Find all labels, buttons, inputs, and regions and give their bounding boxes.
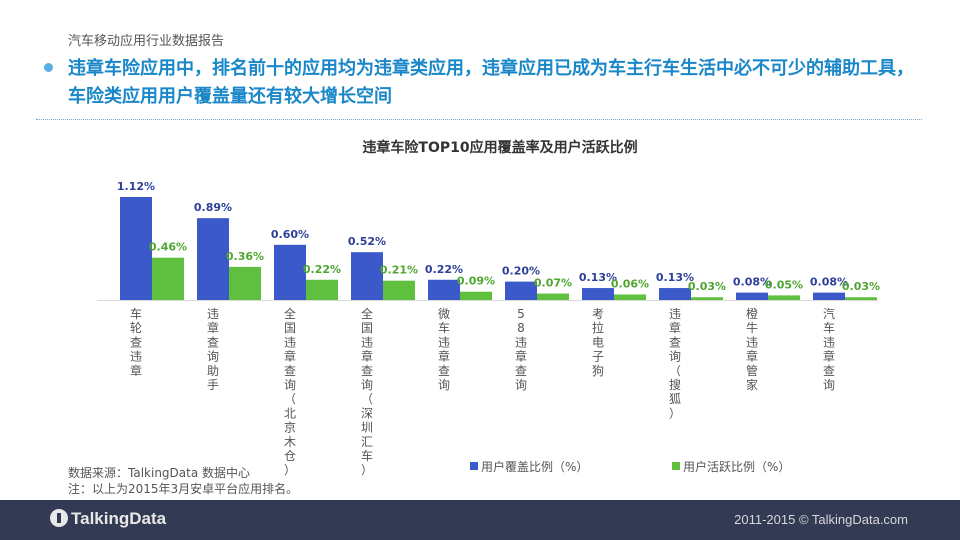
bar-active (460, 291, 492, 300)
logo-icon (50, 509, 68, 527)
data-label: 0.36% (226, 250, 264, 263)
bar-active (691, 297, 723, 300)
data-label: 0.05% (765, 278, 803, 291)
category-label: 全国违章查询（深圳汇车） (361, 306, 373, 477)
logo-text: TalkingData (71, 509, 167, 528)
headline: 违章车险应用中，排名前十的应用均为违章类应用，违章应用已成为车主行车生活中必不可… (68, 58, 914, 107)
category-label: 违章查询（搜狐） (669, 307, 681, 420)
report-subtitle: 汽车移动应用行业数据报告 (68, 34, 225, 49)
data-label: 0.07% (534, 277, 572, 290)
source-line: 数据来源：TalkingData 数据中心 (68, 466, 251, 480)
legend-swatch (672, 462, 680, 470)
data-label: 0.08% (810, 276, 848, 289)
bar-active (614, 294, 646, 300)
data-label: 0.20% (502, 265, 540, 278)
dotted-divider (36, 119, 922, 120)
bar-coverage (120, 197, 152, 300)
data-label: 0.21% (380, 264, 418, 277)
bullet-dot (44, 63, 53, 72)
category-label: 车轮查违章 (130, 306, 142, 378)
data-label: 0.03% (842, 280, 880, 293)
category-label: 5 8 违章查询 (515, 307, 527, 392)
legend-swatch (470, 462, 478, 470)
bar-active (537, 293, 569, 300)
data-label: 0.08% (733, 276, 771, 289)
data-label: 0.89% (194, 201, 232, 214)
legend-label: 用户活跃比例（%） (683, 459, 790, 474)
chart-title: 违章车险TOP10应用覆盖率及用户活跃比例 (362, 139, 637, 156)
bar-coverage (659, 288, 691, 300)
category-label: 全国违章查询（北京木仓） (284, 306, 296, 477)
bar-active (845, 297, 877, 300)
data-label: 0.46% (149, 241, 187, 254)
data-label: 0.13% (579, 271, 617, 284)
note-line: 注：以上为2015年3月安卓平台应用排名。 (68, 482, 299, 496)
category-label: 考拉电子狗 (592, 307, 604, 378)
bar-active (306, 279, 338, 300)
category-label: 微车违章查询 (438, 307, 450, 392)
bar-coverage (736, 292, 768, 300)
bar-active (152, 257, 184, 300)
bar-active (768, 295, 800, 300)
category-label: 汽车违章查询 (823, 306, 835, 392)
data-label: 0.52% (348, 235, 386, 248)
source-note: 数据来源：TalkingData 数据中心 注：以上为2015年3月安卓平台应用… (68, 465, 298, 497)
data-label: 0.60% (271, 228, 309, 241)
category-label: 橙牛违章管家 (746, 306, 758, 392)
bar-coverage (197, 218, 229, 300)
category-label: 违章查询助手 (207, 307, 219, 392)
bar-coverage (351, 252, 383, 300)
data-label: 0.13% (656, 271, 694, 284)
bar-coverage (582, 288, 614, 300)
bar-coverage (813, 292, 845, 300)
legend-label: 用户覆盖比例（%） (481, 459, 588, 474)
data-label: 1.12% (117, 180, 155, 193)
data-label: 0.06% (611, 277, 649, 290)
copyright: 2011-2015 © TalkingData.com (734, 512, 908, 527)
bar-coverage (274, 244, 306, 300)
data-label: 0.22% (303, 263, 341, 276)
talkingdata-logo[interactable]: TalkingData (50, 509, 166, 529)
bar-active (383, 280, 415, 300)
bar-active (229, 266, 261, 300)
bar-chart: 违章车险TOP10应用覆盖率及用户活跃比例 1.12% 0.46% 车轮查违章 0.89… (97, 139, 880, 477)
bar-coverage (505, 281, 537, 300)
footer-bar: TalkingData 2011-2015 © TalkingData.com (0, 500, 960, 540)
data-label: 0.03% (688, 280, 726, 293)
data-label: 0.22% (425, 263, 463, 276)
bar-coverage (428, 279, 460, 300)
data-label: 0.09% (457, 275, 495, 288)
